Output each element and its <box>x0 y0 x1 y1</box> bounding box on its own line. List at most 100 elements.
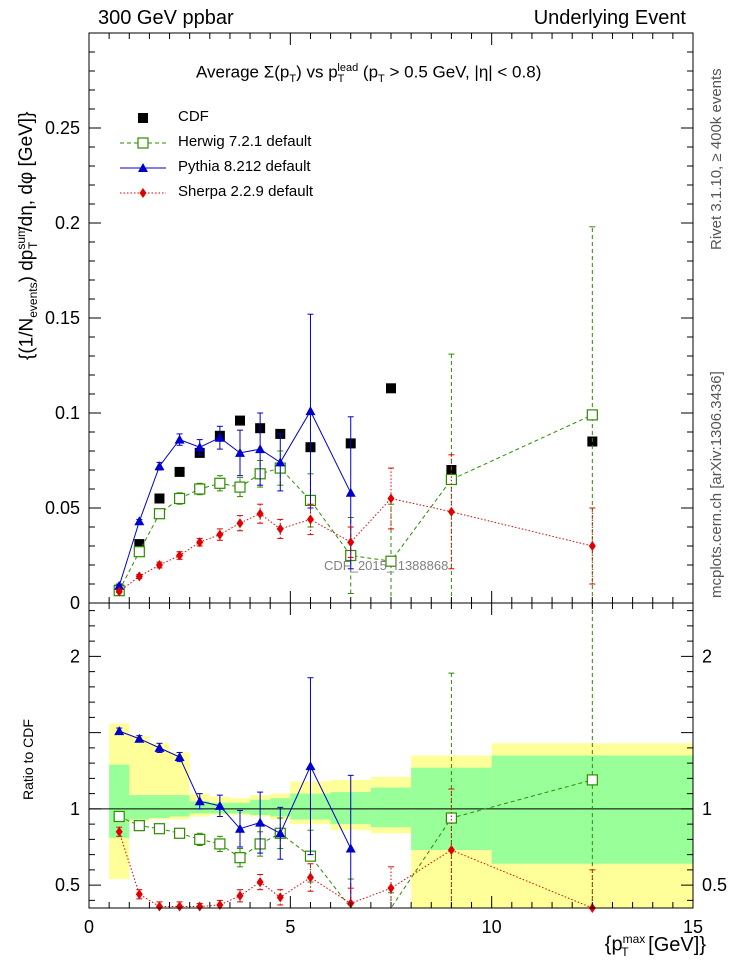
ratio-band-inner <box>149 795 170 819</box>
title-average: Average <box>196 62 264 82</box>
legend-herwig-marker <box>137 137 149 149</box>
main-herwig-point <box>445 473 457 486</box>
legend-label-herwig: Herwig 7.2.1 default <box>178 133 312 150</box>
ratio-y-tick-label: 2 <box>70 646 80 666</box>
main-herwig-point <box>385 555 397 567</box>
ratio-pythia-point <box>235 823 245 833</box>
ratio-pythia-point <box>255 817 266 827</box>
header-left-label: 300 GeV ppbar <box>98 7 234 29</box>
main-y-axis-label: {(1/Nevents) dpsumT/dη, dφ [GeV]} <box>14 112 40 360</box>
main-sherpa-line <box>118 497 593 592</box>
legend-cdf-marker <box>138 113 148 123</box>
ratio-sherpa-point <box>135 889 143 900</box>
ratio-pythia-point <box>134 733 145 743</box>
ratio-pythia-point <box>214 800 225 810</box>
main-herwig-point <box>194 483 206 495</box>
main-pythia-point <box>345 487 356 497</box>
ratio-pythia-point <box>174 752 185 762</box>
x-tick-label: 10 <box>482 917 502 937</box>
ratio-band-inner <box>229 802 251 814</box>
x-tick-label: 5 <box>285 917 295 937</box>
ratio-pythia-point <box>194 796 205 806</box>
main-pythia-point <box>235 447 245 457</box>
main-sherpa-point <box>155 560 163 570</box>
main-pythia-point <box>305 406 316 416</box>
ylabel-part-b: ) dp <box>16 249 38 283</box>
legend <box>120 113 166 198</box>
title-tail-a: (p <box>358 62 379 82</box>
x-tick-label: 15 <box>683 917 703 937</box>
main-y-tick-label: 0.15 <box>45 308 80 328</box>
title-sup-lead: lead <box>337 62 359 74</box>
main-chart-title: Average Σ(pT) vs pTlead (pT > 0.5 GeV, |… <box>196 62 541 85</box>
ratio-y-tick-label-right: 1 <box>702 799 712 819</box>
xlabel-part-b: [GeV]} <box>642 933 706 956</box>
ratio-herwig-point <box>234 852 246 864</box>
ratio-herwig-point <box>214 838 226 850</box>
legend-pythia-marker <box>138 163 148 172</box>
ratio-sherpa-point <box>276 892 284 903</box>
title-tail-b: > 0.5 GeV, |η| < 0.8) <box>384 62 542 82</box>
ratio-sherpa-point <box>387 883 395 894</box>
ratio-y-axis-label: Ratio to CDF <box>20 719 36 800</box>
title-close: ) vs p <box>296 62 338 82</box>
main-sherpa-point <box>306 514 314 525</box>
main-cdf-point <box>154 493 165 504</box>
ratio-pythia-point <box>275 828 286 838</box>
xlabel-part-a: {p <box>604 933 623 956</box>
ratio-y-tick-label: 1 <box>70 799 80 819</box>
main-sherpa-point <box>276 523 284 534</box>
ratio-band-inner <box>370 787 412 828</box>
main-sherpa-point <box>387 493 395 504</box>
ratio-y-tick-label-right: 0.5 <box>702 875 727 895</box>
title-sigma: Σ(p <box>263 62 290 82</box>
x-axis-label: {pmaxT [GeV]} <box>605 932 706 959</box>
ratio-pythia-point <box>114 726 125 736</box>
ratio-sherpa-point <box>447 845 455 856</box>
main-herwig-point <box>153 508 166 520</box>
main-sherpa-point <box>115 586 123 597</box>
main-pythia-point <box>275 457 286 467</box>
x-tick-label: 0 <box>84 917 94 937</box>
header-right-label: Underlying Event <box>533 7 686 29</box>
main-y-tick-label: 0.2 <box>55 213 80 233</box>
legend-sherpa-marker <box>139 188 147 198</box>
xlabel-sub-t: T <box>621 944 629 959</box>
main-pythia-point <box>134 516 145 526</box>
main-herwig-point <box>133 546 145 558</box>
main-sherpa-point <box>588 541 596 551</box>
main-herwig-point <box>174 492 186 505</box>
main-pythia-point <box>214 432 225 442</box>
main-pythia-point <box>255 444 266 454</box>
main-cdf-point <box>386 383 396 394</box>
analysis-watermark: CDF_2015_I1388868 <box>324 558 449 573</box>
main-cdf-point <box>235 415 245 426</box>
main-pythia-point <box>154 461 165 471</box>
ratio-sherpa-point <box>236 890 244 901</box>
xlabel-sup-max: max <box>622 932 646 946</box>
main-cdf-point <box>134 539 145 550</box>
main-herwig-point <box>234 481 246 493</box>
main-herwig-point <box>586 409 598 421</box>
mcplots-reference-label: mcplots.cern.ch [arXiv:1306.3436] <box>708 371 725 598</box>
ylabel-part-a: {(1/N <box>16 317 38 360</box>
main-cdf-point <box>174 466 185 477</box>
ratio-sherpa-point <box>196 901 204 912</box>
ratio-sherpa-point <box>306 872 314 883</box>
legend-label-cdf: CDF <box>178 108 209 125</box>
ratio-herwig-point <box>113 810 125 823</box>
ratio-sherpa-point <box>115 826 123 837</box>
ylabel-sub-events: events <box>26 282 41 318</box>
ratio-sherpa-point <box>176 901 184 912</box>
ratio-y-tick-label: 0.5 <box>55 875 80 895</box>
main-sherpa-point <box>176 550 184 561</box>
ratio-plot-panel: 0.5 0.5 1 1 2 2 0 5 10 15 <box>55 602 727 937</box>
ratio-herwig-point <box>174 827 186 839</box>
main-pythia-point <box>194 442 205 452</box>
legend-label-sherpa: Sherpa 2.2.9 default <box>178 183 314 200</box>
ratio-sherpa-point <box>256 877 264 888</box>
main-herwig-point <box>214 477 226 489</box>
ylabel-sub-t: T <box>26 241 41 249</box>
ratio-pythia-point <box>305 761 316 771</box>
